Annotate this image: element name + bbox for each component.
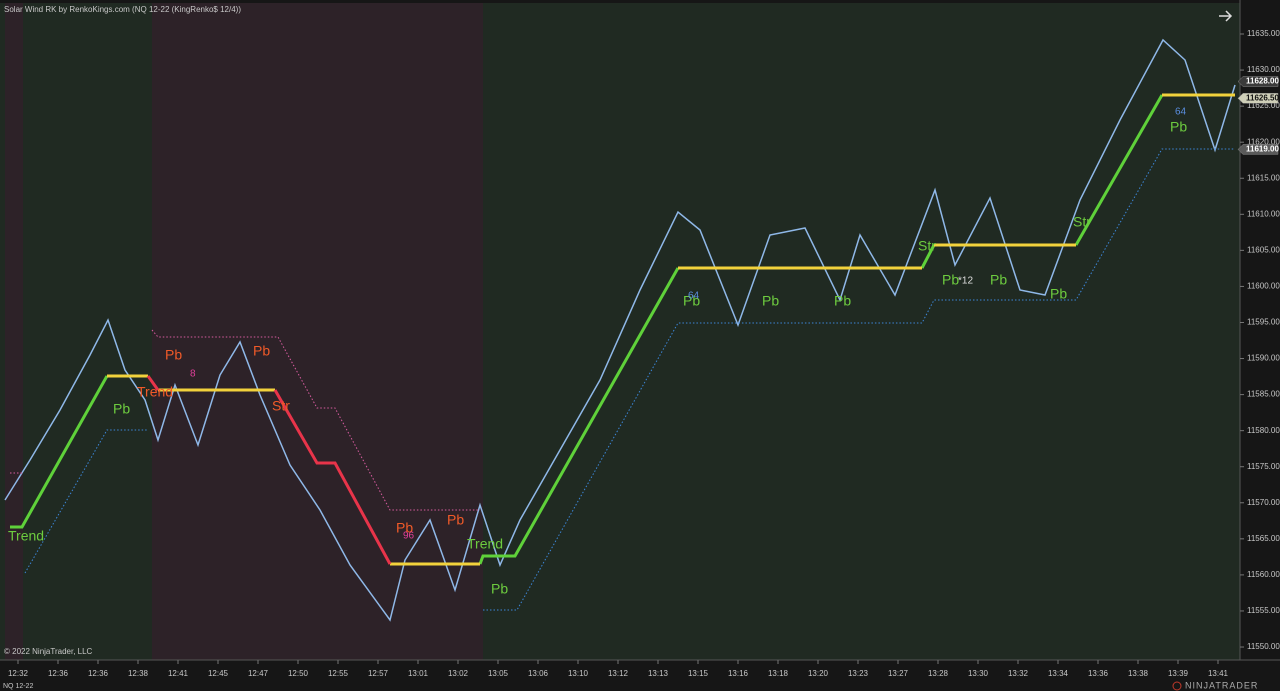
price-marker [1237, 93, 1279, 104]
x-tick-label: 13:30 [968, 669, 989, 678]
stop-line [10, 329, 480, 511]
y-tick-label: 11635.00 [1247, 29, 1280, 38]
y-tick-label: 11570.00 [1247, 498, 1280, 507]
x-tick-label: 13:06 [528, 669, 549, 678]
x-tick-label: 12:45 [208, 669, 229, 678]
x-tick-label: 13:05 [488, 669, 509, 678]
y-tick-label: 11575.00 [1247, 462, 1280, 471]
annotation: Trend [8, 528, 44, 544]
x-tick-label: 12:38 [128, 669, 149, 678]
x-tick-label: 13:28 [928, 669, 949, 678]
annotation: Str [272, 398, 290, 414]
x-tick-label: 12:47 [248, 669, 269, 678]
x-tick-label: 12:36 [48, 669, 69, 678]
annotation: *12 [958, 276, 973, 287]
annotation: Pb [396, 520, 413, 536]
annotation: Str [918, 238, 936, 254]
x-tick-label: 13:13 [648, 669, 669, 678]
annotation: Pb [990, 272, 1007, 288]
chart-title: Solar Wind RK by RenkoKings.com (NQ 12-2… [4, 5, 241, 14]
annotation: Str [1073, 214, 1091, 230]
x-tick-label: 12:36 [88, 669, 109, 678]
y-tick-label: 11620.00 [1247, 137, 1280, 146]
x-tick-label: 13:41 [1208, 669, 1229, 678]
annotation: Pb [1050, 286, 1067, 302]
annotation: Pb [447, 512, 464, 528]
instrument: NQ 12-22 [3, 683, 33, 690]
y-tick-label: 11600.00 [1247, 282, 1280, 291]
price-marker-label: 11619.00 [1246, 145, 1279, 154]
annotation: Pb [834, 293, 851, 309]
y-tick-label: 11565.00 [1247, 534, 1280, 543]
y-tick-label: 11630.00 [1247, 65, 1280, 74]
copyright: © 2022 NinjaTrader, LLC [4, 647, 93, 656]
bear-region [152, 3, 483, 660]
y-tick-label: 11615.00 [1247, 173, 1280, 182]
annotation: Pb [1170, 119, 1187, 135]
x-tick-label: 13:02 [448, 669, 469, 678]
annotation: Pb [762, 293, 779, 309]
x-tick-label: 13:01 [408, 669, 429, 678]
trend-line [107, 93, 1235, 566]
annotation: Trend [467, 536, 503, 552]
x-tick-label: 13:39 [1168, 669, 1189, 678]
annotation: Pb [942, 272, 959, 288]
x-tick-label: 13:32 [1008, 669, 1029, 678]
y-tick-label: 11560.00 [1247, 570, 1280, 579]
x-tick-label: 13:16 [728, 669, 749, 678]
annotation: 64 [1175, 107, 1187, 118]
x-tick-label: 13:20 [808, 669, 829, 678]
x-tick-label: 12:55 [328, 669, 349, 678]
brand-logo [1172, 681, 1182, 691]
y-tick-label: 11590.00 [1247, 354, 1280, 363]
x-tick-label: 13:10 [568, 669, 589, 678]
annotation: Pb [165, 347, 182, 363]
trend-line [146, 375, 392, 565]
price-marker [1237, 144, 1279, 155]
y-tick-label: 11580.00 [1247, 426, 1280, 435]
annotation: Trend [137, 384, 173, 400]
x-tick-label: 12:50 [288, 669, 309, 678]
trend-line [10, 94, 1164, 565]
y-tick-label: 11550.00 [1247, 642, 1280, 651]
stop-line [24, 148, 1235, 611]
x-tick-label: 13:36 [1088, 669, 1109, 678]
annotation: 8 [190, 369, 196, 380]
x-tick-label: 12:57 [368, 669, 389, 678]
x-tick-label: 13:18 [768, 669, 789, 678]
x-tick-label: 13:12 [608, 669, 629, 678]
expand-icon[interactable] [1219, 10, 1233, 22]
x-tick-label: 13:27 [888, 669, 909, 678]
annotation: Pb [491, 581, 508, 597]
price-marker-label: 11626.50 [1246, 93, 1279, 102]
y-tick-label: 11625.00 [1247, 101, 1280, 110]
y-tick-label: 11605.00 [1247, 245, 1280, 254]
y-tick-label: 11585.00 [1247, 390, 1280, 399]
bear-region [5, 3, 23, 660]
x-tick-label: 12:32 [8, 669, 29, 678]
x-tick-label: 13:38 [1128, 669, 1149, 678]
x-tick-label: 12:41 [168, 669, 189, 678]
annotation: 96 [403, 531, 415, 542]
price-marker-label: 11628.00 [1246, 77, 1279, 86]
annotation: Pb [113, 401, 130, 417]
x-tick-label: 13:15 [688, 669, 709, 678]
annotation: 64 [688, 291, 700, 302]
brand: NINJATRADER [1185, 680, 1258, 690]
price-path [4, 38, 1236, 622]
y-tick-label: 11555.00 [1247, 606, 1280, 615]
annotation: Pb [253, 343, 270, 359]
y-tick-label: 11595.00 [1247, 318, 1280, 327]
x-tick-label: 13:23 [848, 669, 869, 678]
x-tick-label: 13:34 [1048, 669, 1069, 678]
annotation: Pb [683, 293, 700, 309]
price-marker [1237, 76, 1279, 87]
y-tick-label: 11610.00 [1247, 209, 1280, 218]
